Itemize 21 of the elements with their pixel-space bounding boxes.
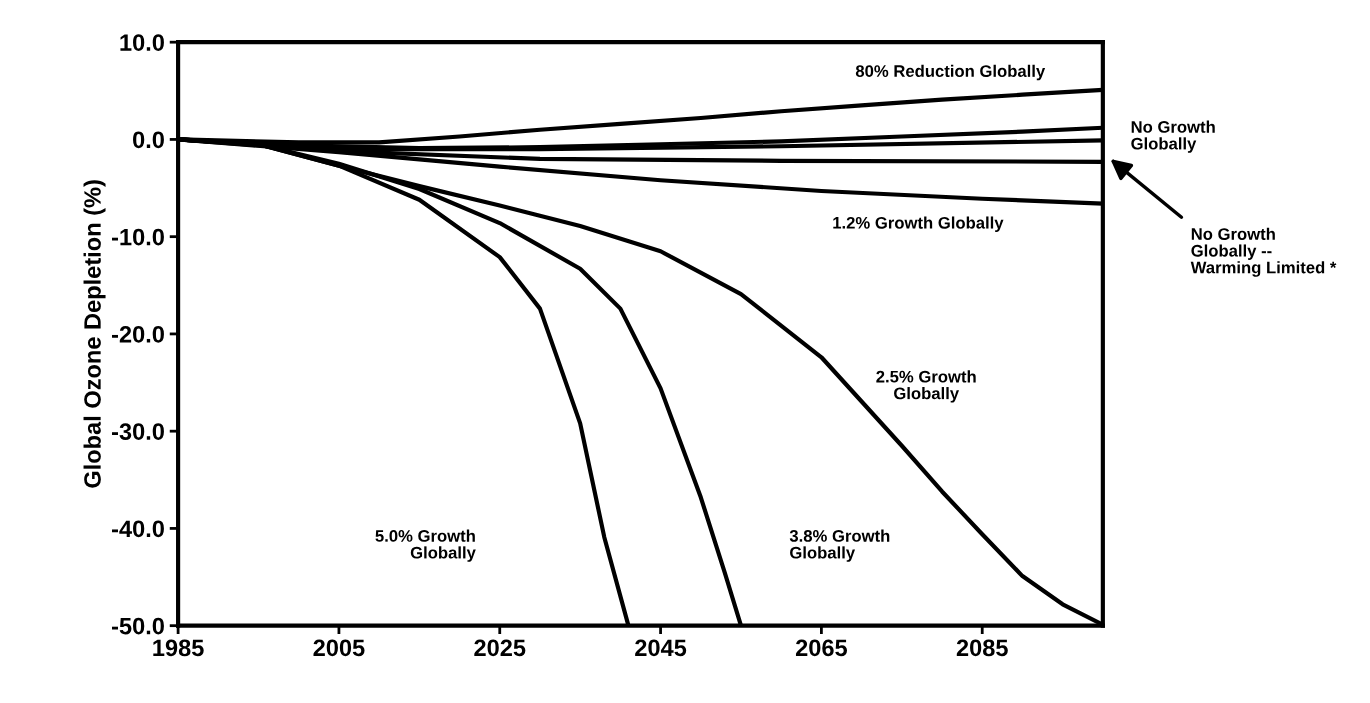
annotation: 5.0% Growth Globally bbox=[375, 529, 476, 562]
y-tick-label: -20.0 bbox=[112, 325, 164, 343]
annotation: 3.8% Growth Globally bbox=[789, 529, 890, 562]
x-tick-label: 2005 bbox=[313, 639, 365, 657]
y-axis-title: Global Ozone Depletion (%) bbox=[83, 180, 106, 488]
y-tick-label: 0.0 bbox=[133, 131, 164, 149]
annotation: 1.2% Growth Globally bbox=[833, 216, 1004, 232]
y-tick-label: -40.0 bbox=[112, 520, 164, 538]
y-tick-label: -50.0 bbox=[112, 617, 164, 635]
y-tick-label: -10.0 bbox=[112, 228, 164, 246]
x-tick-label: 2045 bbox=[635, 639, 687, 657]
annotation: 2.5% Growth Globally bbox=[876, 370, 976, 403]
y-tick-label: -30.0 bbox=[112, 423, 164, 440]
y-tick-label: 10.0 bbox=[120, 34, 164, 51]
text: No Growth Globally bbox=[1131, 120, 1215, 153]
text: No Growth Globally -- Warming Limited * bbox=[1190, 227, 1337, 277]
x-tick-label: 2085 bbox=[956, 639, 1008, 657]
x-tick-label: 2025 bbox=[474, 639, 526, 657]
x-tick-label: 1985 bbox=[153, 639, 204, 657]
x-tick-label: 2065 bbox=[795, 639, 848, 657]
annotation: 80% Reduction Globally bbox=[855, 64, 1046, 81]
